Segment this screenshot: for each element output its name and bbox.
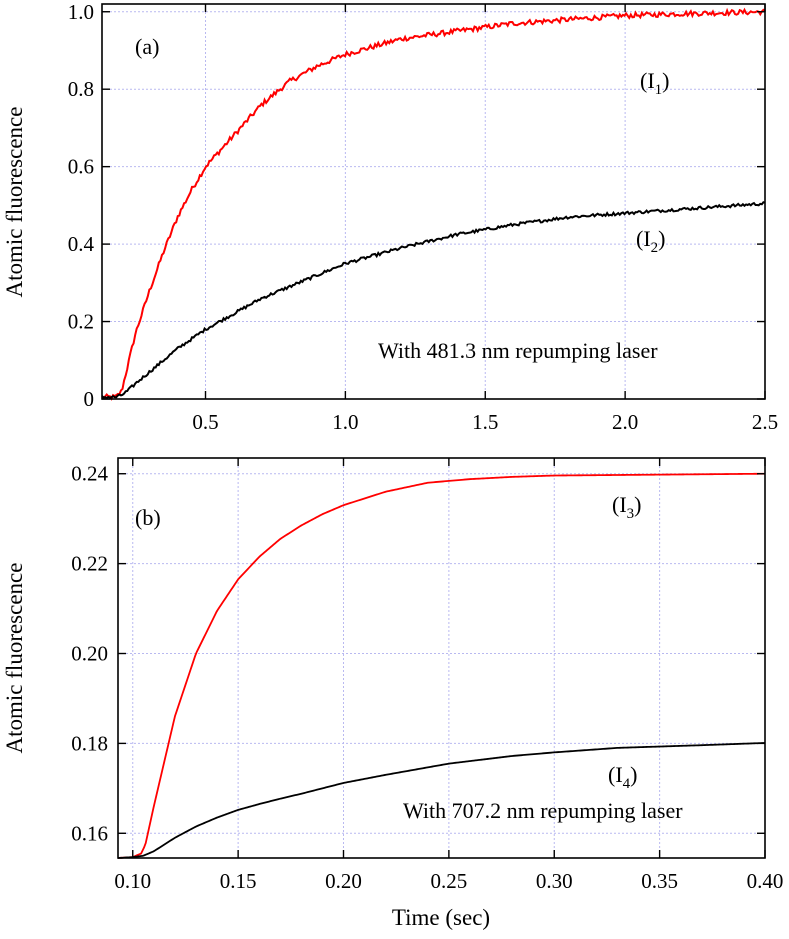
panel-a-ticks — [102, 4, 766, 400]
series-label-i4-base: I — [615, 762, 622, 787]
panel-a-tick-labels: 0.5 1.0 1.5 2.0 2.5 0 0.2 0.4 0.6 0.8 1.0 — [68, 0, 778, 434]
y-tick-label: 0.20 — [71, 642, 108, 666]
panel-b-x-axis-label: Time (sec) — [392, 905, 490, 930]
series-label-i3: (I3) — [612, 492, 641, 522]
panel-b-frame — [117, 457, 766, 859]
y-tick-label: 1.0 — [68, 0, 94, 24]
y-tick-label: 0.6 — [68, 155, 94, 179]
x-tick-label: 0.10 — [114, 869, 151, 893]
panel-a-annotation: With 481.3 nm repumping laser — [378, 338, 658, 363]
y-tick-label: 0.18 — [71, 731, 108, 755]
panel-b-annotation: With 707.2 nm repumping laser — [403, 798, 683, 823]
y-tick-label: 0.22 — [71, 552, 108, 576]
x-tick-label: 0.35 — [641, 869, 678, 893]
series-label-i1-sub: 1 — [655, 82, 663, 98]
panel-b-ticks — [118, 458, 766, 858]
panel-a: 0.5 1.0 1.5 2.0 2.5 0 0.2 0.4 0.6 0.8 1.0 (a) With… — [2, 0, 778, 434]
x-tick-label: 0.25 — [431, 869, 468, 893]
panel-b-grid — [118, 458, 765, 858]
panel-a-label: (a) — [135, 34, 159, 59]
y-tick-label: 0.24 — [71, 462, 108, 486]
x-tick-label: 2.0 — [612, 410, 638, 434]
series-label-i2-sub: 2 — [651, 240, 659, 256]
series-label-i4-sub: 4 — [623, 776, 631, 792]
x-tick-label: 0.5 — [192, 410, 218, 434]
x-tick-label: 1.0 — [332, 410, 358, 434]
series-label-i3-base: I — [619, 492, 626, 517]
series-label-i4: (I4) — [608, 762, 637, 792]
series-label-i3-sub: 3 — [627, 506, 635, 522]
panel-b-tick-labels: 0.10 0.15 0.20 0.25 0.30 0.35 0.40 0.16 0.18 0.20… — [71, 462, 783, 893]
panel-b-y-axis-label: Atomic fluorescence — [2, 563, 27, 754]
series-label-i1-base: I — [647, 68, 654, 93]
series-line-i1 — [101, 7, 766, 401]
series-label-i2-base: I — [643, 226, 650, 251]
panel-b-curves — [117, 472, 766, 859]
x-tick-label: 2.5 — [752, 410, 778, 434]
x-tick-label: 0.40 — [747, 869, 784, 893]
series-label-i2: (I2) — [636, 226, 665, 256]
x-tick-label: 1.5 — [472, 410, 498, 434]
x-tick-label: 0.15 — [220, 869, 257, 893]
panel-a-y-axis-label: Atomic fluorescence — [2, 107, 27, 298]
panel-b-label: (b) — [135, 505, 161, 530]
series-line-i2 — [101, 201, 766, 400]
y-tick-label: 0 — [84, 387, 95, 411]
x-tick-label: 0.20 — [325, 869, 362, 893]
panel-b: 0.10 0.15 0.20 0.25 0.30 0.35 0.40 0.16 0.18 0.20… — [2, 457, 783, 930]
y-tick-label: 0.2 — [68, 310, 94, 334]
panel-a-curves — [101, 7, 766, 401]
series-line-i4 — [117, 742, 766, 859]
y-tick-label: 0.16 — [71, 821, 108, 845]
series-line-i3 — [117, 472, 766, 859]
x-tick-label: 0.30 — [536, 869, 573, 893]
y-tick-label: 0.4 — [68, 232, 95, 256]
y-tick-label: 0.8 — [68, 77, 94, 101]
series-label-i1: (I1) — [640, 68, 669, 98]
panel-a-frame — [101, 3, 766, 400]
